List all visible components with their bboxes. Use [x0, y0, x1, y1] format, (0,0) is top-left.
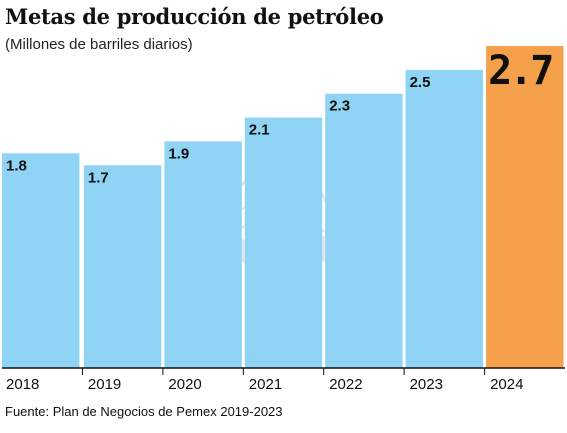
chart-subtitle: (Millones de barriles diarios) — [5, 36, 193, 53]
chart-title: Metas de producción de petróleo — [5, 4, 384, 29]
value-label-2020: 1.9 — [168, 145, 189, 162]
bar-2021 — [244, 117, 323, 368]
x-tick-label-2018: 2018 — [6, 376, 39, 393]
source-note: Fuente: Plan de Negocios de Pemex 2019-2… — [5, 404, 283, 419]
x-tick-label-2022: 2022 — [329, 376, 362, 393]
bar-2020 — [164, 141, 242, 368]
bar-2024 — [486, 46, 564, 368]
x-tick-label-2019: 2019 — [88, 376, 121, 393]
value-label-2024: 2.7 — [488, 48, 552, 94]
value-label-2018: 1.8 — [6, 157, 27, 174]
x-tick-label-2024: 2024 — [490, 376, 523, 393]
x-tick-label-2023: 2023 — [410, 376, 443, 393]
bar-2018 — [2, 153, 80, 368]
value-label-2023: 2.5 — [410, 74, 431, 91]
bar-2022 — [325, 93, 403, 368]
x-tick-label-2021: 2021 — [249, 376, 282, 393]
bar-2019 — [83, 165, 162, 368]
value-label-2021: 2.1 — [249, 122, 270, 139]
bar-2023 — [405, 69, 483, 369]
value-label-2019: 1.7 — [88, 169, 109, 186]
x-tick-label-2020: 2020 — [168, 376, 201, 393]
value-label-2022: 2.3 — [329, 98, 350, 115]
